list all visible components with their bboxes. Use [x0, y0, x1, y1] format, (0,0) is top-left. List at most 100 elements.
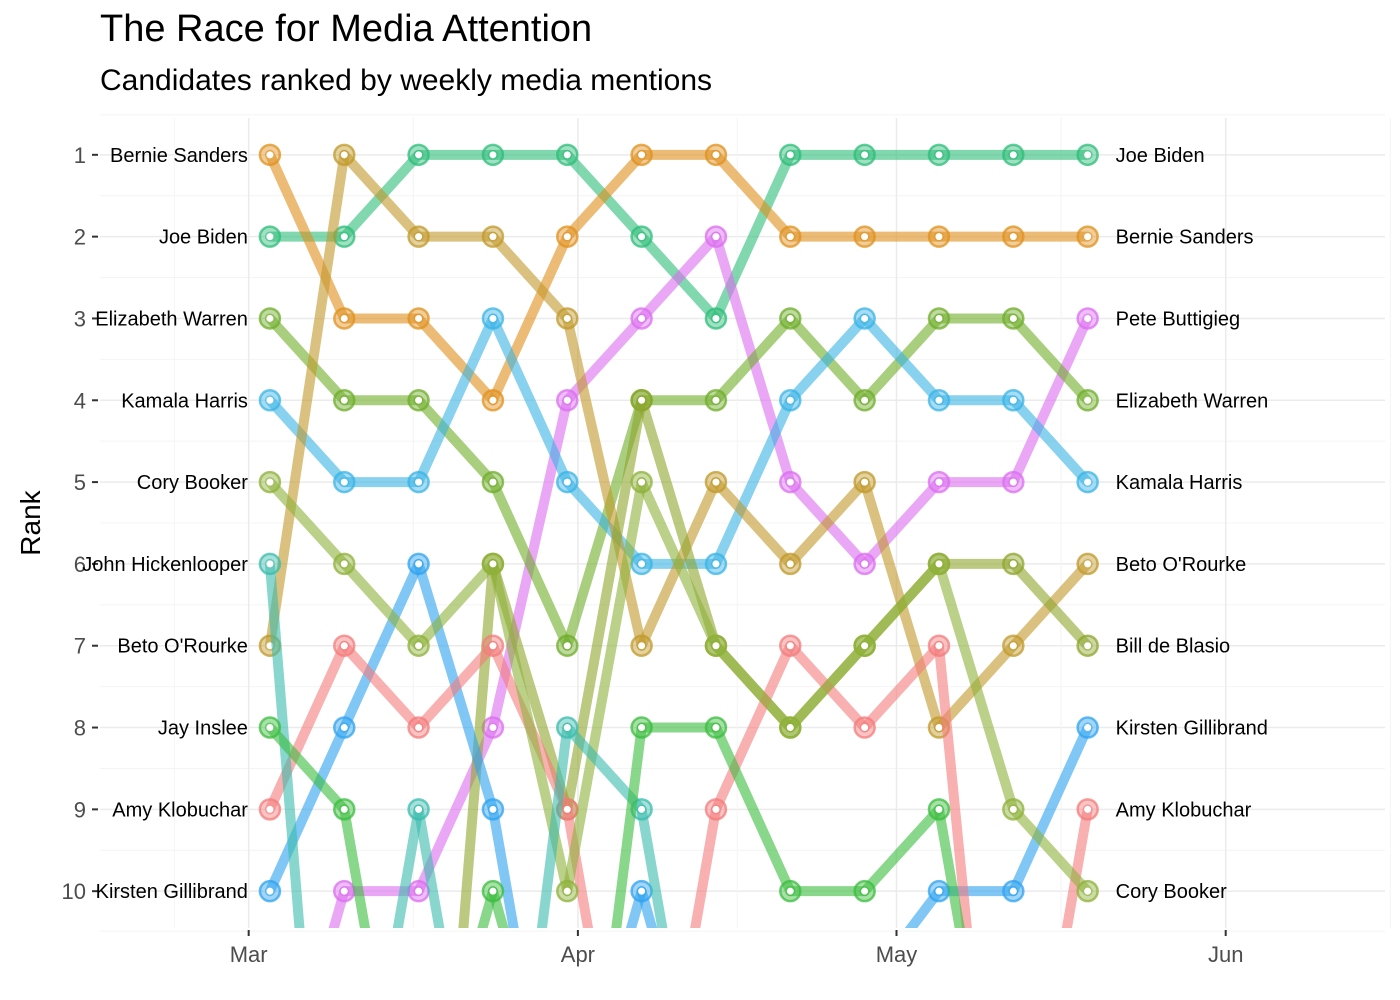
- data-point-center: [712, 724, 720, 732]
- data-point-center: [1009, 887, 1017, 895]
- series-segment: [562, 313, 647, 651]
- data-point-center: [340, 478, 348, 486]
- data-point-center: [712, 151, 720, 159]
- right-label: Elizabeth Warren: [1116, 390, 1269, 412]
- data-point-center: [415, 233, 423, 241]
- data-point-center: [786, 151, 794, 159]
- data-point-center: [861, 233, 869, 241]
- data-point-center: [712, 314, 720, 322]
- series-segment: [636, 477, 721, 651]
- y-tick-label: 5: [74, 470, 86, 495]
- series-segment: [933, 558, 1019, 815]
- data-point-center: [563, 478, 571, 486]
- data-point-center: [340, 396, 348, 404]
- series-jay-inslee: [258, 716, 965, 928]
- data-point-center: [935, 560, 943, 568]
- series-edge: [611, 722, 647, 928]
- data-point-center: [489, 642, 497, 650]
- data-point-center: [1084, 805, 1092, 813]
- data-point-center: [1084, 642, 1092, 650]
- data-point-center: [489, 805, 497, 813]
- data-point-center: [340, 805, 348, 813]
- series-segment: [710, 477, 796, 569]
- data-point-center: [1084, 233, 1092, 241]
- data-point-center: [415, 151, 423, 159]
- data-point-center: [786, 396, 794, 404]
- series-beto-o-rourke: [258, 143, 1099, 739]
- y-tick-label: 8: [74, 716, 86, 741]
- series-segment: [710, 722, 796, 897]
- axis-layer: 1 2 3 4 5 6 7 8 9 10 Rank Mar Apr May Jun: [15, 143, 1243, 967]
- data-point-center: [415, 642, 423, 650]
- y-tick-label: 4: [74, 388, 86, 413]
- data-point-center: [638, 805, 646, 813]
- series-segment: [904, 886, 944, 928]
- plot-layer: [258, 143, 1099, 928]
- data-point-center: [266, 887, 274, 895]
- data-point-center: [861, 478, 869, 486]
- data-point-center: [935, 396, 943, 404]
- data-point-center: [415, 805, 423, 813]
- series-segment: [487, 477, 573, 651]
- data-point-center: [935, 478, 943, 486]
- series-edge: [636, 886, 658, 928]
- data-point-center: [340, 887, 348, 895]
- data-point-center: [712, 805, 720, 813]
- data-point-center: [489, 478, 497, 486]
- left-label: Elizabeth Warren: [95, 308, 248, 330]
- series-segment: [1008, 313, 1093, 406]
- data-point-center: [861, 887, 869, 895]
- series-segment: [562, 149, 647, 242]
- data-point-center: [786, 560, 794, 568]
- data-point-center: [563, 642, 571, 650]
- series-edge: [458, 558, 498, 928]
- series-edge: [487, 886, 509, 928]
- series-segment: [339, 149, 424, 242]
- data-point-center: [266, 233, 274, 241]
- series-segment: [1008, 804, 1093, 897]
- data-point-center: [638, 314, 646, 322]
- y-tick-label: 7: [74, 634, 86, 659]
- y-tick-label: 1: [74, 143, 86, 168]
- series-segment: [1008, 558, 1093, 651]
- data-point-center: [415, 396, 423, 404]
- series-segment: [710, 313, 796, 406]
- data-point-center: [340, 560, 348, 568]
- data-point-center: [1084, 396, 1092, 404]
- data-point-center: [786, 233, 794, 241]
- data-point-center: [1009, 642, 1017, 650]
- right-label: Cory Booker: [1116, 881, 1227, 903]
- data-point-center: [935, 724, 943, 732]
- data-point-center: [266, 805, 274, 813]
- series-segment: [413, 395, 498, 488]
- left-label: John Hickenlooper: [82, 554, 248, 576]
- series-segment: [264, 395, 350, 488]
- x-tick-label: Apr: [561, 942, 595, 967]
- series-segment: [859, 640, 944, 733]
- left-label: Bernie Sanders: [110, 145, 248, 167]
- series-segment: [710, 149, 796, 242]
- series-edge: [636, 804, 668, 928]
- series-edge: [264, 558, 305, 928]
- left-label: Cory Booker: [137, 472, 248, 494]
- data-point-center: [786, 314, 794, 322]
- label-layer: Bernie Sanders Joe Biden Elizabeth Warren K…: [82, 145, 1268, 903]
- series-segment: [1008, 313, 1093, 488]
- data-point-center: [563, 724, 571, 732]
- right-label: Beto O'Rourke: [1116, 554, 1247, 576]
- series-segment: [785, 477, 870, 569]
- data-point-center: [861, 724, 869, 732]
- series-segment: [636, 231, 721, 324]
- series-segment: [264, 722, 350, 897]
- data-point-center: [861, 560, 869, 568]
- series-edge: [477, 886, 498, 928]
- data-point-center: [712, 478, 720, 486]
- data-point-center: [489, 887, 497, 895]
- left-label: Joe Biden: [159, 227, 248, 249]
- series-segment: [264, 149, 350, 651]
- data-point-center: [415, 887, 423, 895]
- series-segment: [859, 804, 944, 897]
- series-edge: [392, 804, 424, 928]
- left-label: Kirsten Gillibrand: [96, 881, 248, 903]
- data-point-center: [935, 887, 943, 895]
